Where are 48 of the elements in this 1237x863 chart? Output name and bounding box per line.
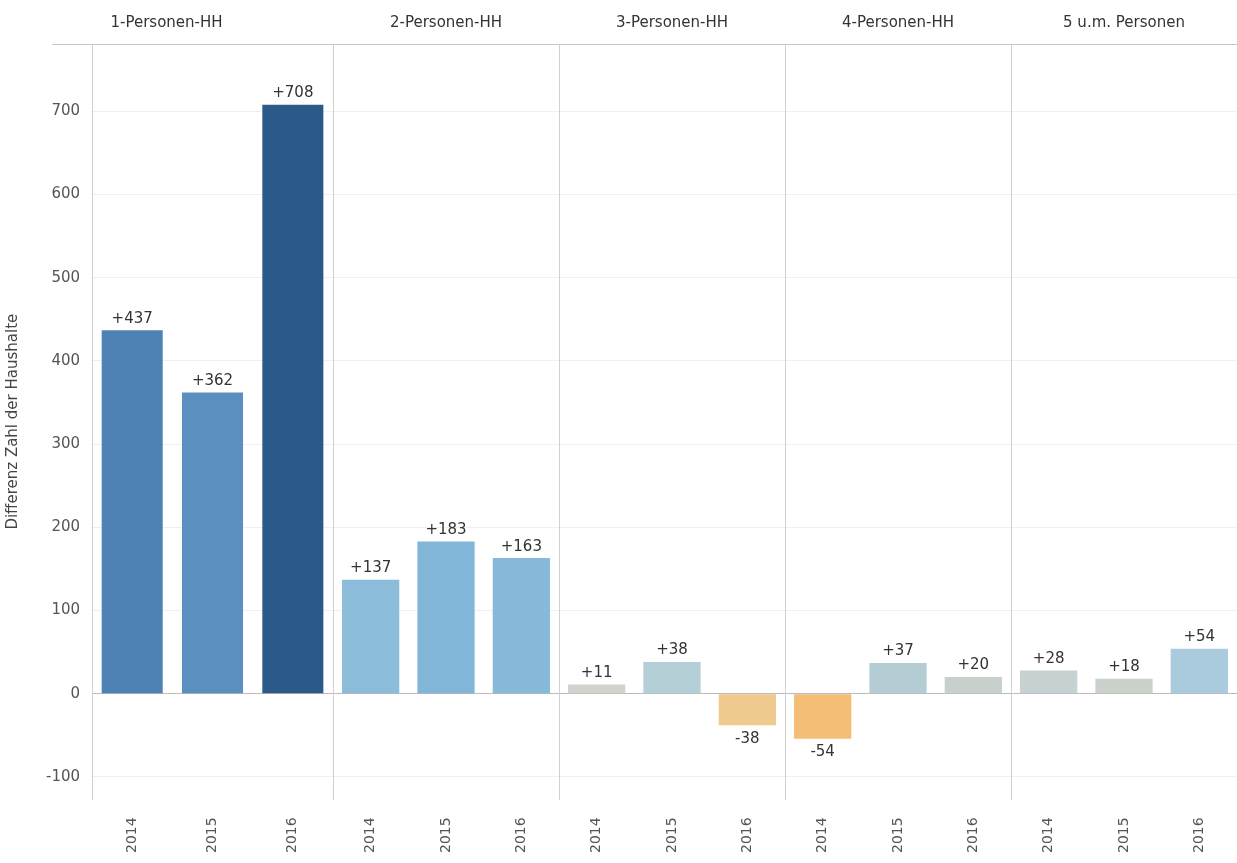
bar [262, 104, 324, 694]
x-tick-label: 2014 [1039, 817, 1056, 854]
data-label: +20 [957, 655, 990, 674]
data-label: +18 [1108, 657, 1140, 676]
x-tick-label: 2015 [436, 817, 453, 854]
data-label: +11 [580, 662, 613, 681]
data-label: -54 [810, 742, 835, 761]
chart-title: 2-Personen-HH [389, 12, 503, 31]
y-tick-label: -100 [46, 766, 81, 785]
chart-title: 1-Personen-HH [110, 12, 223, 31]
x-tick-label: 2016 [283, 817, 300, 854]
x-tick-label: 2016 [511, 817, 528, 854]
data-label: +163 [500, 536, 542, 555]
data-label: +54 [1183, 627, 1216, 646]
bar [182, 392, 244, 694]
data-label: +183 [425, 519, 467, 538]
y-tick-label: 600 [51, 184, 81, 203]
x-tick-label: 2015 [662, 817, 679, 854]
y-tick-label: 300 [51, 434, 81, 453]
data-label: +137 [350, 558, 392, 577]
x-tick-label: 2014 [122, 817, 139, 854]
x-tick-label: 2014 [813, 817, 830, 854]
x-tick-label: 2016 [1189, 817, 1206, 854]
chart-title: 4-Personen-HH [841, 12, 955, 31]
x-tick-label: 2014 [587, 817, 604, 854]
y-tick-label: 0 [70, 683, 81, 702]
y-tick-label: 200 [51, 517, 81, 536]
data-label: +708 [272, 83, 314, 102]
chart-title: 5 u.m. Personen [1063, 12, 1185, 31]
chart-title: 3-Personen-HH [615, 12, 729, 31]
x-tick-label: 2015 [203, 817, 220, 854]
x-tick-label: 2016 [963, 817, 980, 854]
x-tick-label: 2015 [1114, 817, 1131, 854]
y-tick-label: 400 [51, 350, 81, 369]
y-tick-label: 700 [51, 101, 81, 120]
data-label: -38 [735, 728, 760, 747]
data-label: +362 [191, 370, 234, 389]
x-tick-label: 2014 [361, 817, 378, 854]
data-label: +37 [882, 641, 914, 660]
data-label: +28 [1032, 648, 1065, 667]
data-label: +38 [656, 640, 688, 659]
bar [101, 330, 163, 694]
x-tick-label: 2015 [888, 817, 905, 854]
y-axis-title: Differenz Zahl der Haushalte [2, 313, 21, 530]
x-tick-label: 2016 [737, 817, 754, 854]
data-label: +437 [111, 308, 153, 327]
y-tick-label: 100 [51, 600, 81, 619]
y-tick-label: 500 [51, 267, 81, 286]
